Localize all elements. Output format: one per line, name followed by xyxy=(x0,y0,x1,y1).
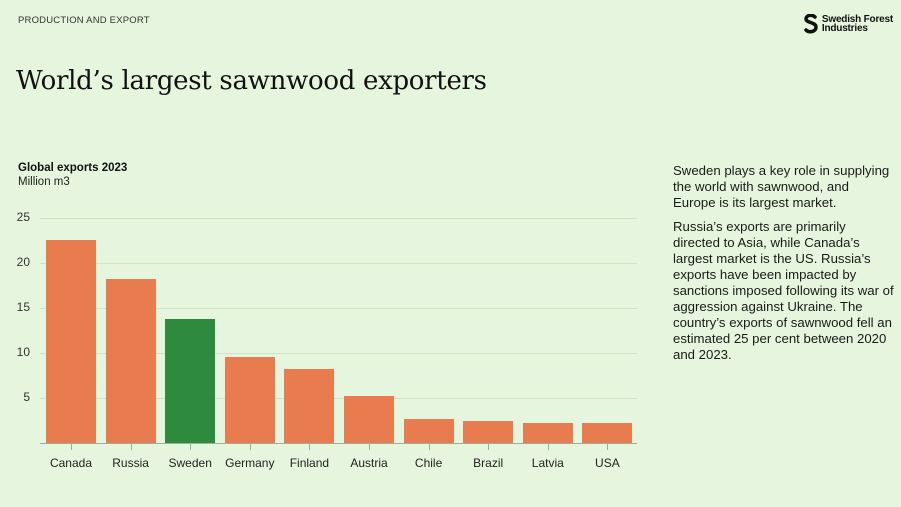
bar-chart: 5 10 15 20 25 Canada Russia Sweden Germany Finlan… xyxy=(16,210,637,470)
side-text: Sweden plays a key role in supplying the… xyxy=(673,163,895,371)
y-tick-label: 25 xyxy=(16,210,30,224)
x-tick xyxy=(369,444,370,450)
bar-austria xyxy=(344,396,394,443)
bar-finland xyxy=(284,369,335,443)
side-paragraph-1: Sweden plays a key role in supplying the… xyxy=(673,163,890,210)
x-tick xyxy=(488,444,490,450)
y-tick-label: 5 xyxy=(23,390,30,404)
x-tick xyxy=(130,444,132,450)
x-tick xyxy=(607,444,609,450)
x-axis-line xyxy=(40,443,637,444)
logo: Swedish Forest Industries xyxy=(803,14,893,34)
x-tick-label: Russia xyxy=(112,456,149,470)
bar-brazil xyxy=(463,421,514,443)
y-tick-label: 20 xyxy=(16,255,30,269)
x-tick-label: Sweden xyxy=(168,456,212,470)
bar-germany xyxy=(224,356,275,443)
section-label: PRODUCTION AND EXPORT xyxy=(18,15,150,26)
x-tick-label: USA xyxy=(595,456,620,470)
swedish-forest-industries-logo-icon xyxy=(804,14,818,34)
x-tick-label: Germany xyxy=(225,456,275,470)
logo-text-line2: Industries xyxy=(821,23,868,34)
x-tick xyxy=(428,444,430,450)
y-tick-label: 10 xyxy=(16,345,30,359)
x-tick-label: Brazil xyxy=(473,456,504,470)
x-tick xyxy=(547,444,549,450)
gridline xyxy=(40,353,637,354)
bar-latvia xyxy=(522,423,573,443)
gridline xyxy=(40,263,637,264)
x-tick xyxy=(249,444,251,450)
bar-chile xyxy=(403,418,454,443)
x-tick-label: Canada xyxy=(49,456,93,470)
bar-canada xyxy=(46,239,96,443)
x-tick xyxy=(309,444,311,450)
y-tick-label: 15 xyxy=(16,300,30,314)
x-tick-label: Austria xyxy=(350,456,388,470)
logo-text-line1: Swedish Forest xyxy=(821,13,893,25)
gridline xyxy=(40,218,637,219)
page-title: World’s largest sawnwood exporters xyxy=(16,66,487,96)
side-paragraph-2: Russia’s exports are primarily directed … xyxy=(673,219,894,362)
chart-title: Global exports 2023 xyxy=(18,162,128,174)
bar-usa xyxy=(582,423,633,443)
x-tick xyxy=(71,444,72,450)
x-tick-label: Chile xyxy=(414,456,443,470)
x-tick-label: Finland xyxy=(289,456,330,470)
x-tick xyxy=(190,444,192,450)
bar-russia xyxy=(105,279,156,443)
x-tick-label: Latvia xyxy=(531,456,564,470)
gridline xyxy=(40,308,637,309)
chart-unit: Million m3 xyxy=(18,176,70,188)
bar-sweden xyxy=(165,318,216,443)
gridline xyxy=(40,398,637,399)
